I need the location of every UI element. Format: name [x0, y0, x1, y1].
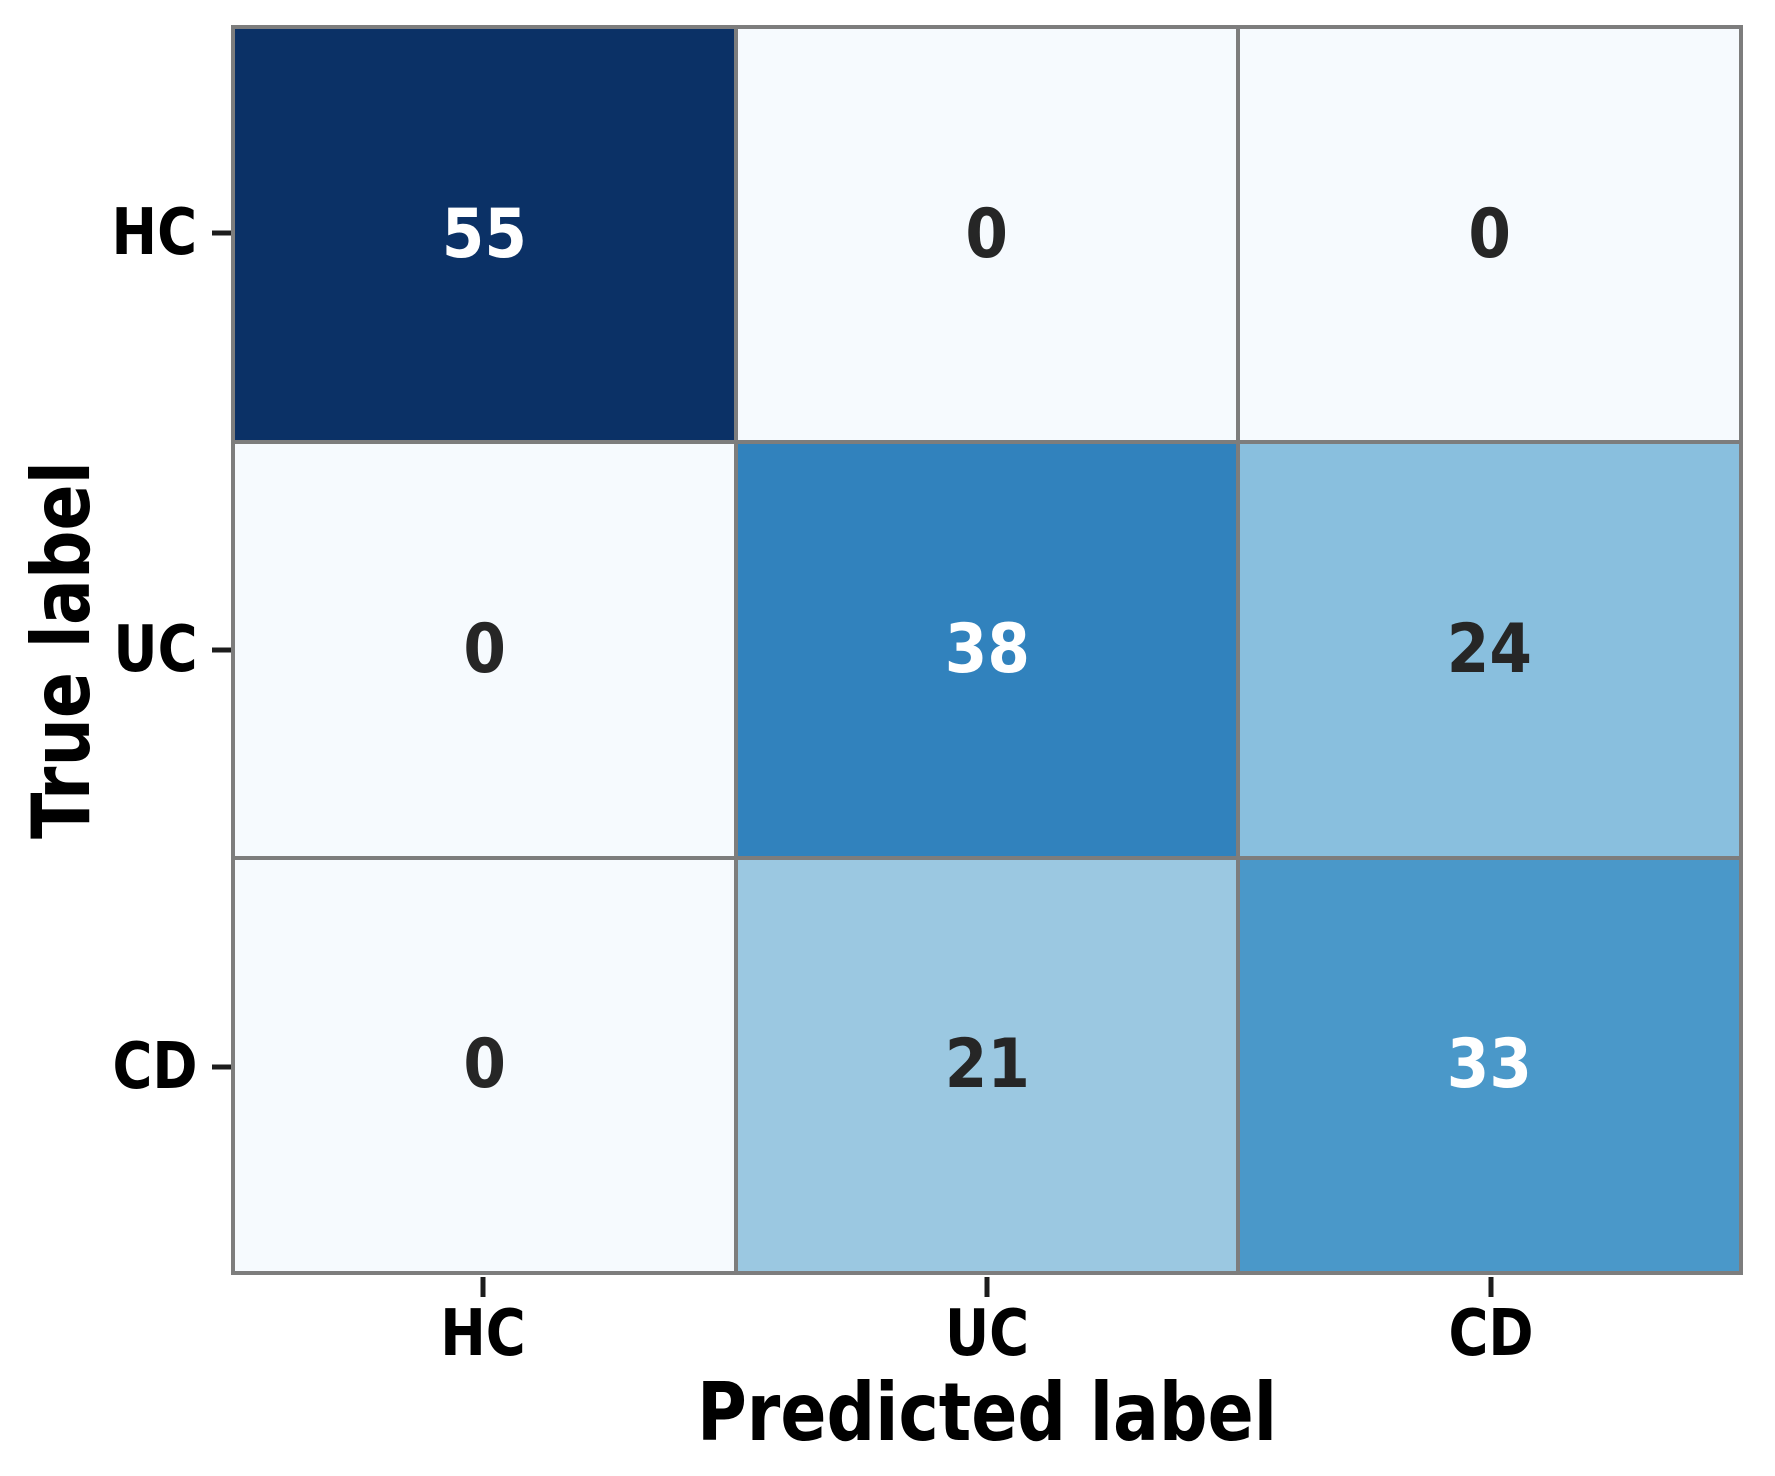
cell-value: 0 — [463, 1025, 506, 1105]
cell-value: 38 — [944, 609, 1030, 689]
x-tick-label-hc: HC — [440, 1297, 526, 1371]
cell-value: 0 — [1468, 194, 1511, 274]
matrix-cell-cd-hc: 0 — [235, 859, 734, 1271]
cell-value: 21 — [944, 1025, 1030, 1105]
x-tick-mark — [480, 1277, 486, 1297]
cell-value: 24 — [1447, 609, 1533, 689]
x-tick-mark — [984, 1277, 990, 1297]
x-axis-label: Predicted label — [646, 1373, 1328, 1453]
x-tick-label-cd: CD — [1448, 1297, 1534, 1371]
y-tick-label-cd: CD — [112, 1030, 198, 1104]
cell-value: 55 — [441, 194, 527, 274]
x-axis-label-text: Predicted label — [696, 1366, 1278, 1459]
cell-value: 33 — [1447, 1025, 1533, 1105]
matrix-cell-uc-hc: 0 — [235, 444, 734, 856]
y-tick-mark — [212, 230, 233, 236]
y-tick-label-hc: HC — [112, 196, 198, 270]
y-tick-mark — [212, 1064, 233, 1070]
matrix-cell-hc-hc: 55 — [235, 29, 734, 441]
matrix-cell-uc-uc: 38 — [737, 444, 1237, 856]
y-tick-label-uc: UC — [113, 613, 198, 687]
matrix-cell-uc-cd: 24 — [1240, 444, 1739, 856]
cell-value: 0 — [463, 609, 506, 689]
y-tick-mark — [212, 647, 233, 653]
matrix-cell-cd-uc: 21 — [737, 859, 1237, 1271]
x-tick-mark — [1488, 1277, 1494, 1297]
cell-value: 0 — [965, 194, 1009, 274]
x-tick-label-uc: UC — [944, 1297, 1030, 1371]
plot-area: 55 0 0 0 38 24 0 21 33 — [231, 25, 1743, 1275]
matrix-cell-cd-cd: 33 — [1240, 859, 1739, 1271]
matrix-cell-hc-cd: 0 — [1240, 29, 1739, 441]
matrix-cell-hc-uc: 0 — [737, 29, 1237, 441]
